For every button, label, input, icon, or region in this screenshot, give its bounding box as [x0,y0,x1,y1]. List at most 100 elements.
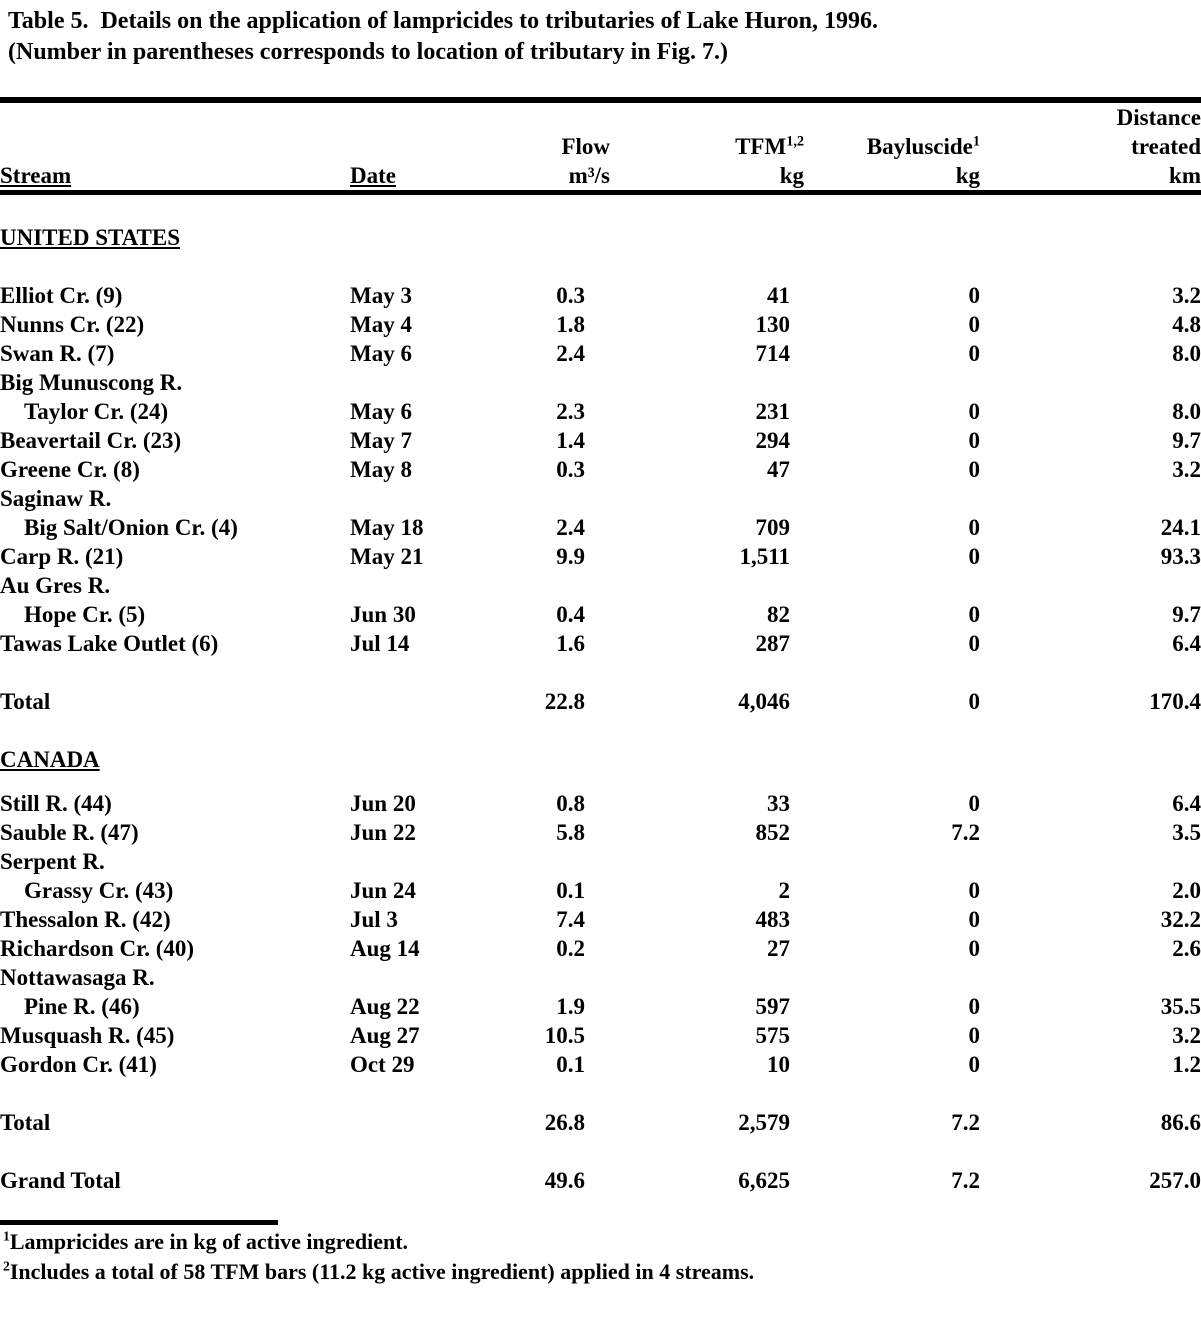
table-row: Richardson Cr. (40) Aug 14 0.2 27 0 2.6 [0,934,1201,963]
header-row-3: Stream Date m³/s kg kg km [0,161,1201,195]
table-row: Musquash R. (45) Aug 27 10.5 575 0 3.2 [0,1021,1201,1050]
bayluscide-footnote-marker: 1 [972,133,980,150]
lampricide-table: Distance Flow TFM1,2 Bayluscide1 treated… [0,103,1201,1195]
cell-bayluscide: 0 [968,282,981,308]
cell-distance: 8.0 [1172,340,1201,366]
table-row: Taylor Cr. (24) May 6 2.3 231 0 8.0 [0,397,1201,426]
table-title: Table 5. Details on the application of l… [8,8,879,34]
cell-stream: Musquash R. (45) [0,1022,175,1048]
cell-bayluscide: 0 [968,1022,981,1048]
footnote-1-text: Lampricides are in kg of active ingredie… [9,1228,409,1254]
section-header-canada: CANADA [0,745,1201,774]
spacer-row [0,716,1201,745]
total-flow: 26.8 [544,1109,585,1135]
total-distance: 170.4 [1149,688,1201,714]
cell-flow: 1.6 [556,630,585,656]
cell-date: May 4 [350,311,412,337]
cell-distance: 6.4 [1172,790,1201,816]
cell-date: Jun 30 [350,601,416,627]
table-row: Tawas Lake Outlet (6) Jul 14 1.6 287 0 6… [0,629,1201,658]
cell-tfm: 575 [755,1022,791,1048]
cell-flow: 2.3 [556,398,585,424]
cell-bayluscide: 0 [968,993,981,1019]
cell-tfm: 483 [755,906,791,932]
total-tfm: 4,046 [738,688,790,714]
cell-distance: 8.0 [1172,398,1201,424]
cell-date: Aug 22 [350,993,420,1019]
total-row-united-states: Total 22.8 4,046 0 170.4 [0,687,1201,716]
cell-flow: 2.4 [556,514,585,540]
cell-stream: Still R. (44) [0,790,112,816]
cell-flow: 10.5 [544,1022,585,1048]
grand-total-tfm: 6,625 [738,1167,790,1193]
cell-tfm: 231 [755,398,791,424]
cell-bayluscide: 0 [968,906,981,932]
grand-total-flow: 49.6 [544,1167,585,1193]
footnote-2: 2Includes a total of 58 TFM bars (11.2 k… [3,1257,1201,1287]
cell-bayluscide: 0 [968,790,981,816]
cell-flow: 0.3 [556,282,585,308]
cell-stream: Au Gres R. [0,572,111,598]
header-flow-unit: m³/s [450,161,610,195]
cell-bayluscide: 0 [968,1051,981,1077]
table-row: Thessalon R. (42) Jul 3 7.4 483 0 32.2 [0,905,1201,934]
cell-tfm: 1,511 [739,543,790,569]
cell-bayluscide: 0 [968,935,981,961]
header-distance-line1: Distance [1116,105,1201,130]
footnote-2-text: Includes a total of 58 TFM bars (11.2 kg… [9,1258,755,1284]
cell-stream: Taylor Cr. (24) [24,398,169,424]
cell-distance: 32.2 [1160,906,1201,932]
spacer-row [0,252,1201,281]
cell-bayluscide: 0 [968,311,981,337]
cell-tfm: 287 [755,630,791,656]
cell-distance: 6.4 [1172,630,1201,656]
cell-distance: 2.6 [1172,935,1201,961]
cell-distance: 9.7 [1172,601,1201,627]
header-bayluscide-unit: kg [790,161,980,195]
cell-distance: 24.1 [1160,514,1201,540]
header-tfm: TFM1,2 [735,133,804,159]
cell-date: Jun 22 [350,819,416,845]
cell-tfm: 714 [755,340,791,366]
table-row-group: Au Gres R. [0,571,1201,600]
header-bayluscide: Bayluscide1 [866,133,980,159]
footnote-1: 1Lampricides are in kg of active ingredi… [3,1227,1201,1257]
header-flow: Flow [561,134,610,159]
cell-distance: 3.2 [1172,282,1201,308]
cell-tfm: 852 [755,819,791,845]
cell-distance: 35.5 [1160,993,1201,1019]
table-row: Gordon Cr. (41) Oct 29 0.1 10 0 1.2 [0,1050,1201,1079]
cell-tfm: 27 [767,935,790,961]
table-row-group: Serpent R. [0,847,1201,876]
cell-date: May 6 [350,340,412,366]
cell-stream: Serpent R. [0,848,105,874]
header-row-2: Flow TFM1,2 Bayluscide1 treated [0,132,1201,161]
cell-date: Jul 14 [350,630,410,656]
table-row: Elliot Cr. (9) May 3 0.3 41 0 3.2 [0,281,1201,310]
cell-flow: 1.8 [556,311,585,337]
table-row: Pine R. (46) Aug 22 1.9 597 0 35.5 [0,992,1201,1021]
cell-bayluscide: 0 [968,601,981,627]
footnote-rule [0,1219,278,1225]
cell-distance: 3.5 [1172,819,1201,845]
cell-stream: Beavertail Cr. (23) [0,427,182,453]
cell-date: May 6 [350,398,412,424]
spacer-row [0,1079,1201,1108]
cell-bayluscide: 0 [968,630,981,656]
cell-date: Jun 24 [350,877,416,903]
cell-flow: 0.2 [556,935,585,961]
cell-stream: Richardson Cr. (40) [0,935,195,961]
total-flow: 22.8 [544,688,585,714]
cell-bayluscide: 7.2 [951,819,980,845]
cell-date: Oct 29 [350,1051,415,1077]
cell-distance: 1.2 [1172,1051,1201,1077]
total-bayluscide: 0 [968,688,981,714]
header-distance-unit: km [980,161,1201,195]
cell-stream: Elliot Cr. (9) [0,282,123,308]
footnote-1-marker: 1 [3,1228,10,1244]
cell-bayluscide: 0 [968,340,981,366]
header-row-1: Distance [0,103,1201,132]
total-label: Total [0,688,51,714]
cell-tfm: 82 [767,601,790,627]
spacer-row [0,1137,1201,1166]
